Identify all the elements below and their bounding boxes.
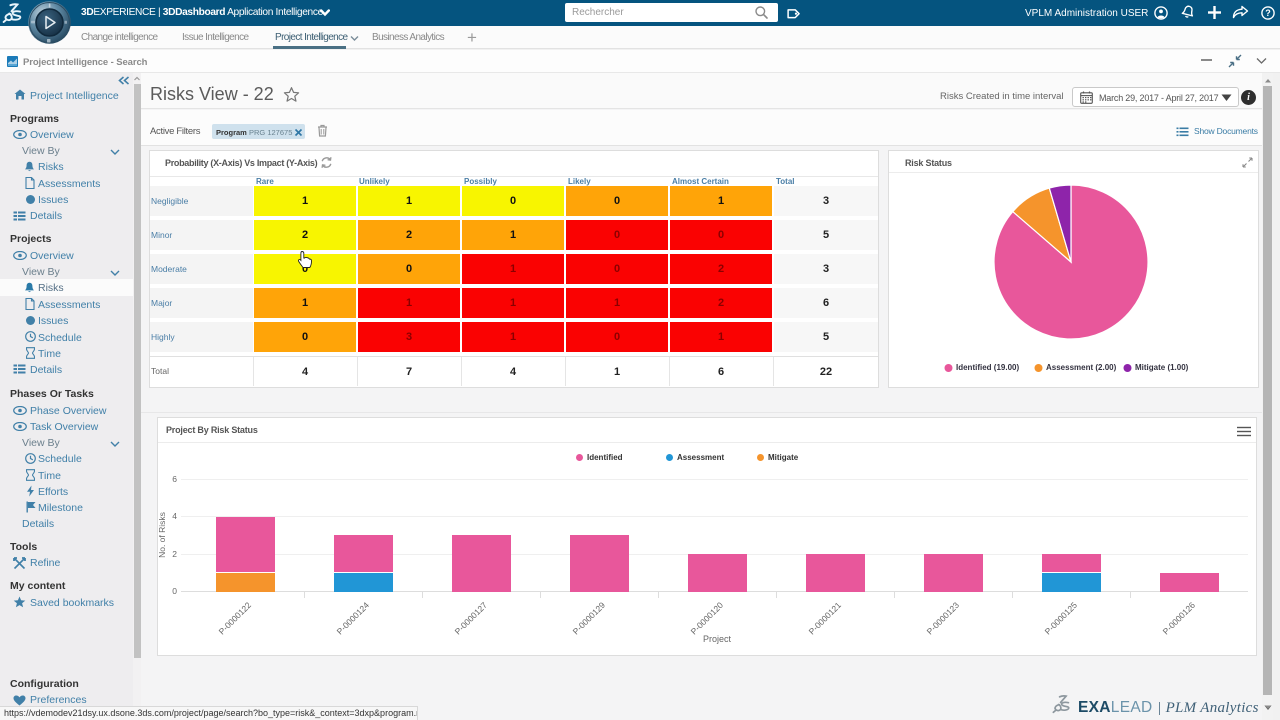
svg-text:?: ? bbox=[1265, 8, 1271, 18]
